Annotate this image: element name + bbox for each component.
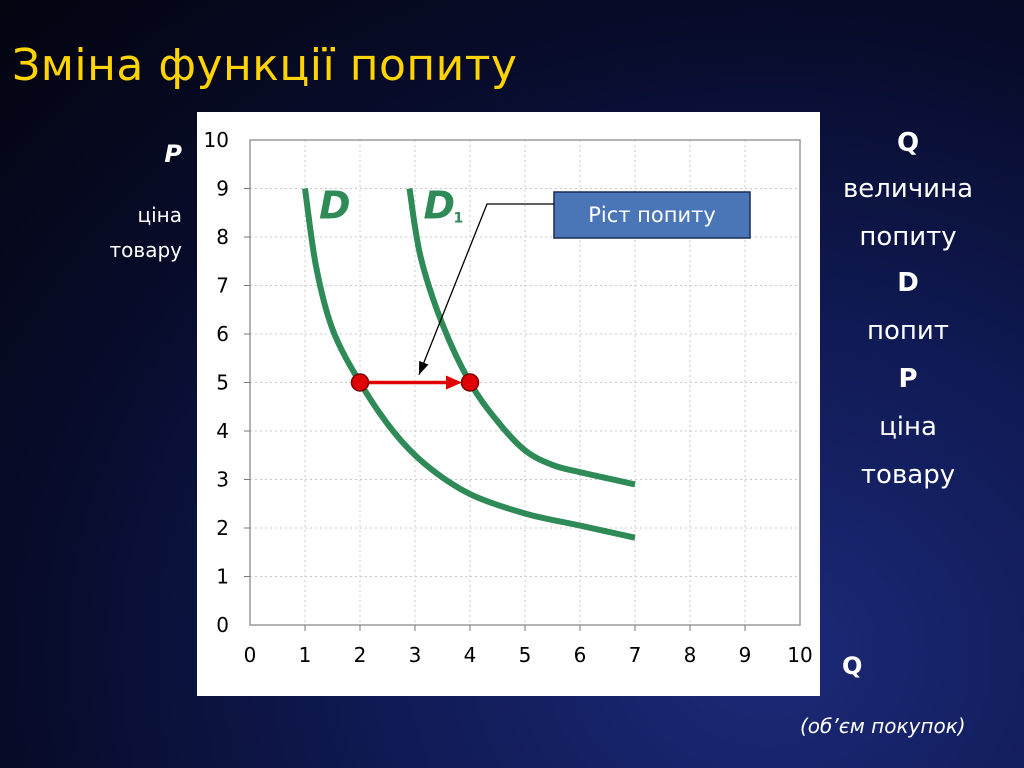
callout-text: Ріст попиту [588, 203, 716, 227]
callout-arrowhead [419, 360, 429, 375]
y-axis-symbol: P [164, 140, 182, 168]
point-shifted [460, 373, 480, 392]
x-tick-label: 9 [739, 643, 752, 667]
demand-curves [302, 188, 636, 541]
y-tick-label: 4 [216, 419, 229, 443]
legend-line-2: попиту [859, 222, 957, 252]
x-tick-label: 0 [244, 643, 257, 667]
y-tick-label: 5 [216, 371, 229, 395]
curve-labels: D D1 [319, 184, 463, 228]
demand-curve-d [302, 188, 636, 541]
x-axis-symbol: Q [842, 652, 863, 680]
x-tick-label: 2 [354, 643, 367, 667]
legend-line-4: попит [867, 316, 949, 346]
y-tick-label: 1 [216, 565, 229, 589]
y-tick-label: 0 [216, 613, 229, 637]
y-tick-label: 6 [216, 322, 229, 346]
x-tick-label: 5 [519, 643, 532, 667]
y-tick-label: 9 [216, 177, 229, 201]
x-tick-label: 6 [574, 643, 587, 667]
curve-label-d1: D [424, 184, 456, 228]
legend-line-5: P [898, 364, 918, 394]
x-axis-subtitle: (об’єм покупок) [800, 714, 966, 738]
slide-title: Зміна функції попиту [12, 40, 518, 91]
x-tick-label: 8 [684, 643, 697, 667]
callout-box [553, 191, 751, 239]
y-axis-word-price: ціна [137, 203, 182, 227]
y-tick-label: 7 [216, 274, 229, 298]
y-axis-word-goods: товару [109, 238, 182, 262]
y-tick-label: 10 [204, 128, 229, 152]
x-tick-label: 4 [464, 643, 477, 667]
shift-arrowhead [446, 375, 462, 390]
curve-label-d: D [319, 184, 351, 228]
legend-line-3: D [897, 268, 919, 298]
callout: Ріст попиту [418, 191, 751, 376]
x-tick-label: 1 [299, 643, 312, 667]
y-tick-labels: 0 1 2 3 4 5 6 7 8 9 10 [204, 128, 250, 637]
y-tick-label: 8 [216, 225, 229, 249]
x-tick-label: 3 [409, 643, 422, 667]
curve-label-subscript: 1 [454, 211, 464, 227]
legend-line-0: Q [896, 128, 920, 158]
point-original [350, 373, 370, 392]
demand-curve-d1 [406, 188, 636, 488]
legend-line-1: величина [842, 174, 974, 204]
y-tick-label: 2 [216, 516, 229, 540]
x-tick-labels: 0 1 2 3 4 5 6 7 8 9 10 [244, 625, 813, 667]
demand-shift [350, 373, 480, 392]
legend-line-6: ціна [879, 412, 937, 442]
y-tick-label: 3 [216, 468, 229, 492]
x-tick-label: 10 [787, 643, 812, 667]
callout-leader-line [418, 203, 554, 376]
legend-line-7: товару [860, 460, 956, 490]
x-tick-label: 7 [629, 643, 642, 667]
